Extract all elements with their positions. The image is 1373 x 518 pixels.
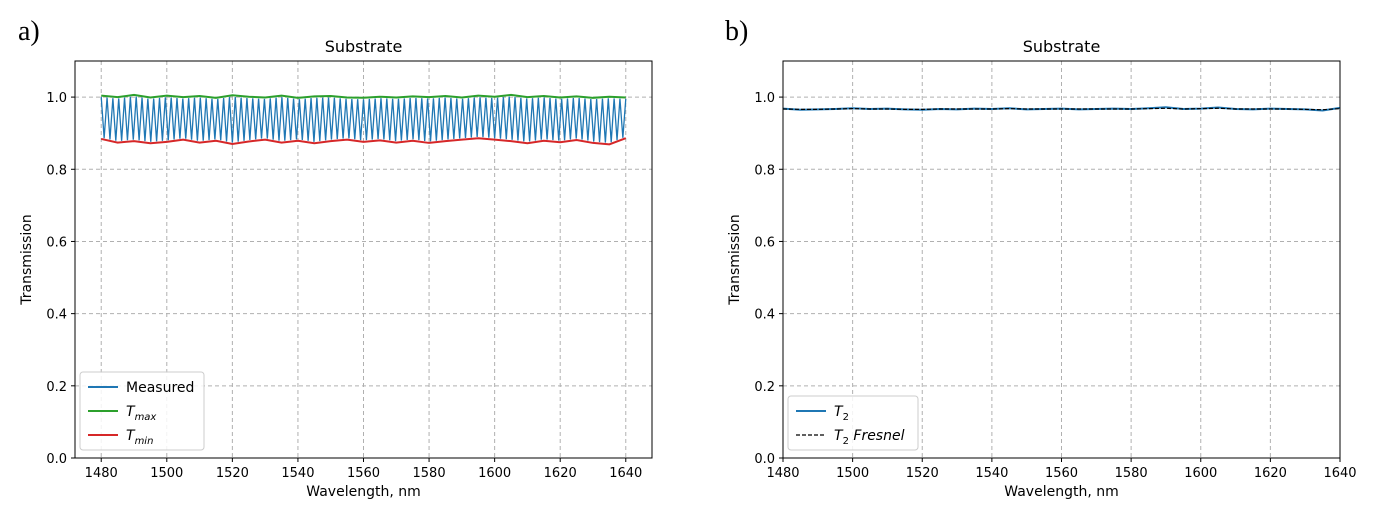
panel-a-ytick-label-0.0: 0.0: [46, 452, 67, 467]
panel-b-xtick-label-1580: 1580: [1115, 466, 1148, 481]
panel-b-xtick-label-1520: 1520: [906, 466, 939, 481]
panel-a-ytick-label-0.8: 0.8: [46, 163, 67, 178]
panel-b-data: [783, 106, 1340, 112]
panel-b-xtick-label-1540: 1540: [975, 466, 1008, 481]
panel-a-ytick-label-0.6: 0.6: [46, 235, 67, 250]
panel-b-ytick-label-0.6: 0.6: [754, 235, 775, 250]
panel-a-xtick-label-1580: 1580: [413, 466, 446, 481]
panel-a-xtick-label-1560: 1560: [347, 466, 380, 481]
panel-a-xtick-label-1640: 1640: [609, 466, 642, 481]
panel-a-ytick-label-1.0: 1.0: [46, 91, 67, 106]
panel-a-legend-label-main-tmin: T: [126, 428, 136, 444]
panel-b-xtick-label-1600: 1600: [1184, 466, 1217, 481]
panel-a-xtick-label-1520: 1520: [216, 466, 249, 481]
panel-a-series-measured: [100, 96, 627, 143]
panel-b-legend-label-sub-t2-fresnel: 2: [843, 436, 849, 447]
panel-b-legend-label-sub-t2: 2: [843, 412, 849, 423]
panel-a-legend-box: [79, 371, 205, 451]
panel-a-label: a): [18, 16, 40, 47]
panel-b-xlabel: Wavelength, nm: [1004, 484, 1118, 500]
panel-b-legend-label-main-t2: T: [834, 404, 844, 420]
panel-b-xtick-label-1500: 1500: [836, 466, 869, 481]
panel-a-ytick-label-0.4: 0.4: [46, 308, 67, 323]
panel-a-data: [100, 93, 627, 146]
panel-a-xtick-label-1620: 1620: [544, 466, 577, 481]
panel-a-xlabel: Wavelength, nm: [306, 484, 420, 500]
panel-b-xtick-label-1620: 1620: [1254, 466, 1287, 481]
panel-b-legend-label-t2: T2: [834, 404, 849, 423]
panel-a-legend-label-sub-tmin: min: [135, 436, 154, 447]
panel-b-series-t2-fresnel: [783, 107, 1340, 111]
panel-a-xtick-label-1480: 1480: [85, 466, 118, 481]
panel-b-legend-label-main-t2-fresnel: T: [834, 428, 844, 444]
panel-b-title: Substrate: [1023, 37, 1101, 56]
panel-b-ytick-label-1.0: 1.0: [754, 91, 775, 106]
panel-a-legend-label-measured: Measured: [126, 380, 194, 396]
panel-a-title: Substrate: [325, 37, 403, 56]
panel-b-legend-label-t2-fresnel: T2 Fresnel: [834, 428, 905, 447]
panel-b-xtick-label-1480: 1480: [766, 466, 799, 481]
panel-b-ytick-label-0.8: 0.8: [754, 163, 775, 178]
panel-a-xtick-label-1540: 1540: [281, 466, 314, 481]
panel-b-ytick-label-0.2: 0.2: [754, 380, 775, 395]
panel-b-ytick-label-0.0: 0.0: [754, 452, 775, 467]
panel-b-legend-box: [787, 395, 919, 451]
panel-a-axes-frame: [74, 60, 653, 459]
panel-b-label: b): [725, 16, 748, 47]
panel-b-xtick-label-1560: 1560: [1045, 466, 1078, 481]
panel-a-chart: a) Substrate 1480 1500 1520 1540 1560 1580 1600 1…: [18, 16, 653, 500]
panel-a-xtick-label-1500: 1500: [150, 466, 183, 481]
panel-b-ylabel: Transmission: [727, 214, 743, 305]
panel-a-series-tmin: [101, 137, 627, 146]
panel-b-ytick-label-0.4: 0.4: [754, 308, 775, 323]
panel-b-xtick-label-1640: 1640: [1323, 466, 1356, 481]
panel-a-legend-label-main-measured: Measured: [126, 380, 194, 396]
panel-a-legend-label-sub-tmax: max: [135, 412, 157, 423]
panel-a-ytick-label-0.2: 0.2: [46, 380, 67, 395]
panel-a-legend-label-main-tmax: T: [126, 404, 136, 420]
panel-a-legend-label-tmin: Tmin: [126, 428, 153, 447]
panel-b-legend-label-suffix-t2-fresnel: Fresnel: [849, 428, 905, 444]
panel-b-chart: b) Substrate 1480 1500 1520 1540 1560 1580 1600 1…: [725, 16, 1357, 500]
panel-a-ylabel: Transmission: [19, 214, 35, 305]
panel-b-axes-frame: [782, 60, 1341, 459]
panel-a-xtick-label-1600: 1600: [478, 466, 511, 481]
panel-a-legend-label-tmax: Tmax: [126, 404, 156, 423]
panel-a-series-tmax: [101, 93, 626, 99]
